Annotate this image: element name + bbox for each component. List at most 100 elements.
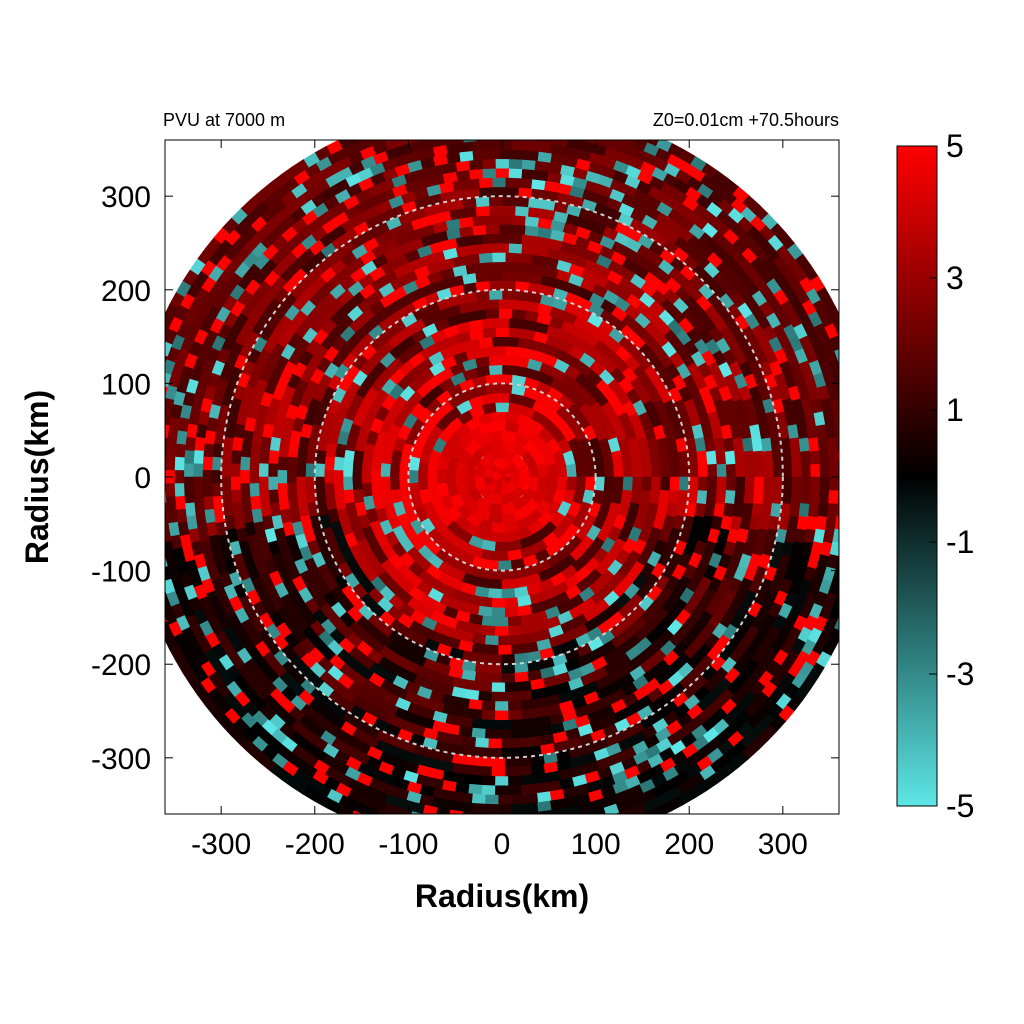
heatmap-cell <box>494 402 510 413</box>
heatmap-cell <box>481 317 496 329</box>
heatmap-cell <box>491 336 506 347</box>
heatmap-cell <box>524 149 539 162</box>
heatmap-cell <box>399 469 409 485</box>
heatmap-cell <box>478 177 493 189</box>
heatmap-cell <box>165 496 177 511</box>
heatmap-cell <box>165 489 167 504</box>
heatmap-cell <box>363 140 380 149</box>
heatmap-cell <box>258 449 270 465</box>
heatmap-cell <box>475 822 489 832</box>
heatmap-cell <box>491 411 506 422</box>
heatmap-cell <box>479 103 493 113</box>
heatmap-cell <box>153 398 165 413</box>
heatmap-cell <box>174 456 185 471</box>
heatmap-cell <box>165 355 168 365</box>
heatmap-cell <box>631 140 648 151</box>
heatmap-cell <box>471 727 487 739</box>
heatmap-cell <box>514 205 529 217</box>
heatmap-cell <box>511 719 526 730</box>
heatmap-cell <box>501 289 516 300</box>
heatmap-cell <box>557 836 572 847</box>
heatmap-cell <box>641 476 653 491</box>
heatmap-cell <box>449 820 463 831</box>
heatmap-cell <box>267 463 279 478</box>
heatmap-cell <box>498 373 513 385</box>
heatmap-cell <box>492 103 505 112</box>
heatmap-cell <box>501 280 516 291</box>
heatmap-cell <box>314 463 325 478</box>
heatmap-cell <box>697 476 709 491</box>
heatmap-cell <box>817 502 829 518</box>
heatmap-cell <box>501 270 516 282</box>
heatmap-cell <box>808 502 820 518</box>
heatmap-cell <box>809 489 821 504</box>
heatmap-cell <box>508 784 523 796</box>
heatmap-cell <box>504 606 520 618</box>
heatmap-cell <box>790 449 802 465</box>
heatmap-cell <box>781 450 793 465</box>
heatmap-cell <box>669 476 681 491</box>
heatmap-cell <box>462 811 477 814</box>
heatmap-cell <box>484 719 500 731</box>
heatmap-cell <box>508 317 523 329</box>
heatmap-cell <box>494 242 510 253</box>
heatmap-cell <box>138 496 148 510</box>
heatmap-cell <box>842 529 853 544</box>
colorbar-tick-label: -5 <box>946 788 974 824</box>
heatmap-cell <box>475 122 489 132</box>
heatmap-cell <box>475 652 490 665</box>
heatmap-cell <box>789 502 801 518</box>
heatmap-cell <box>488 195 503 207</box>
heatmap-cell <box>641 140 645 141</box>
heatmap-cell <box>544 115 558 126</box>
heatmap-cell <box>834 515 839 530</box>
heatmap-cell <box>826 553 839 570</box>
heatmap-cell <box>790 489 802 505</box>
heatmap-cell <box>138 431 149 445</box>
heatmap-cell <box>826 436 839 452</box>
heatmap-cell <box>239 469 250 485</box>
heatmap-cell <box>508 242 523 254</box>
heatmap-cell <box>277 456 288 471</box>
heatmap-cell <box>413 110 428 122</box>
heatmap-cell <box>554 817 569 828</box>
heatmap-cell <box>286 483 298 498</box>
heatmap-cell <box>735 476 746 491</box>
heatmap-cell <box>643 807 659 814</box>
heatmap-cell <box>501 354 516 366</box>
heatmap-cell <box>230 450 242 465</box>
heatmap-cell <box>452 114 466 125</box>
colorbar-tick-label: 5 <box>946 128 964 164</box>
heatmap-cell <box>826 502 839 518</box>
heatmap-cell <box>504 177 520 188</box>
heatmap-cell <box>484 644 500 656</box>
heatmap-cell <box>514 812 529 814</box>
heatmap-cell <box>798 502 811 518</box>
heatmap-cell <box>650 476 662 491</box>
heatmap-cell <box>582 112 597 124</box>
heatmap-cell <box>370 482 383 498</box>
heatmap-cell <box>388 815 403 828</box>
heatmap-cell <box>836 502 839 517</box>
heatmap-cell <box>342 463 354 478</box>
heatmap-cell <box>867 464 877 477</box>
heatmap-cell <box>494 233 510 244</box>
heatmap-cell <box>735 463 746 478</box>
heatmap-cell <box>474 671 490 683</box>
heatmap-cell <box>641 463 653 478</box>
heatmap-cell <box>843 567 856 582</box>
heatmap-cell <box>501 738 516 749</box>
heatmap-cell <box>363 125 379 138</box>
heatmap-cell <box>165 555 168 568</box>
heatmap-cell <box>498 308 513 319</box>
heatmap-cell <box>734 449 746 465</box>
heatmap-cell <box>466 831 480 841</box>
heatmap-cell <box>361 469 372 485</box>
heatmap-cell <box>517 765 533 777</box>
heatmap-cell <box>668 489 680 505</box>
heatmap-cell <box>479 832 493 842</box>
heatmap-cell <box>484 728 500 740</box>
heatmap-cell <box>174 495 186 511</box>
heatmap-cell <box>475 140 490 142</box>
heatmap-cell <box>423 815 438 827</box>
